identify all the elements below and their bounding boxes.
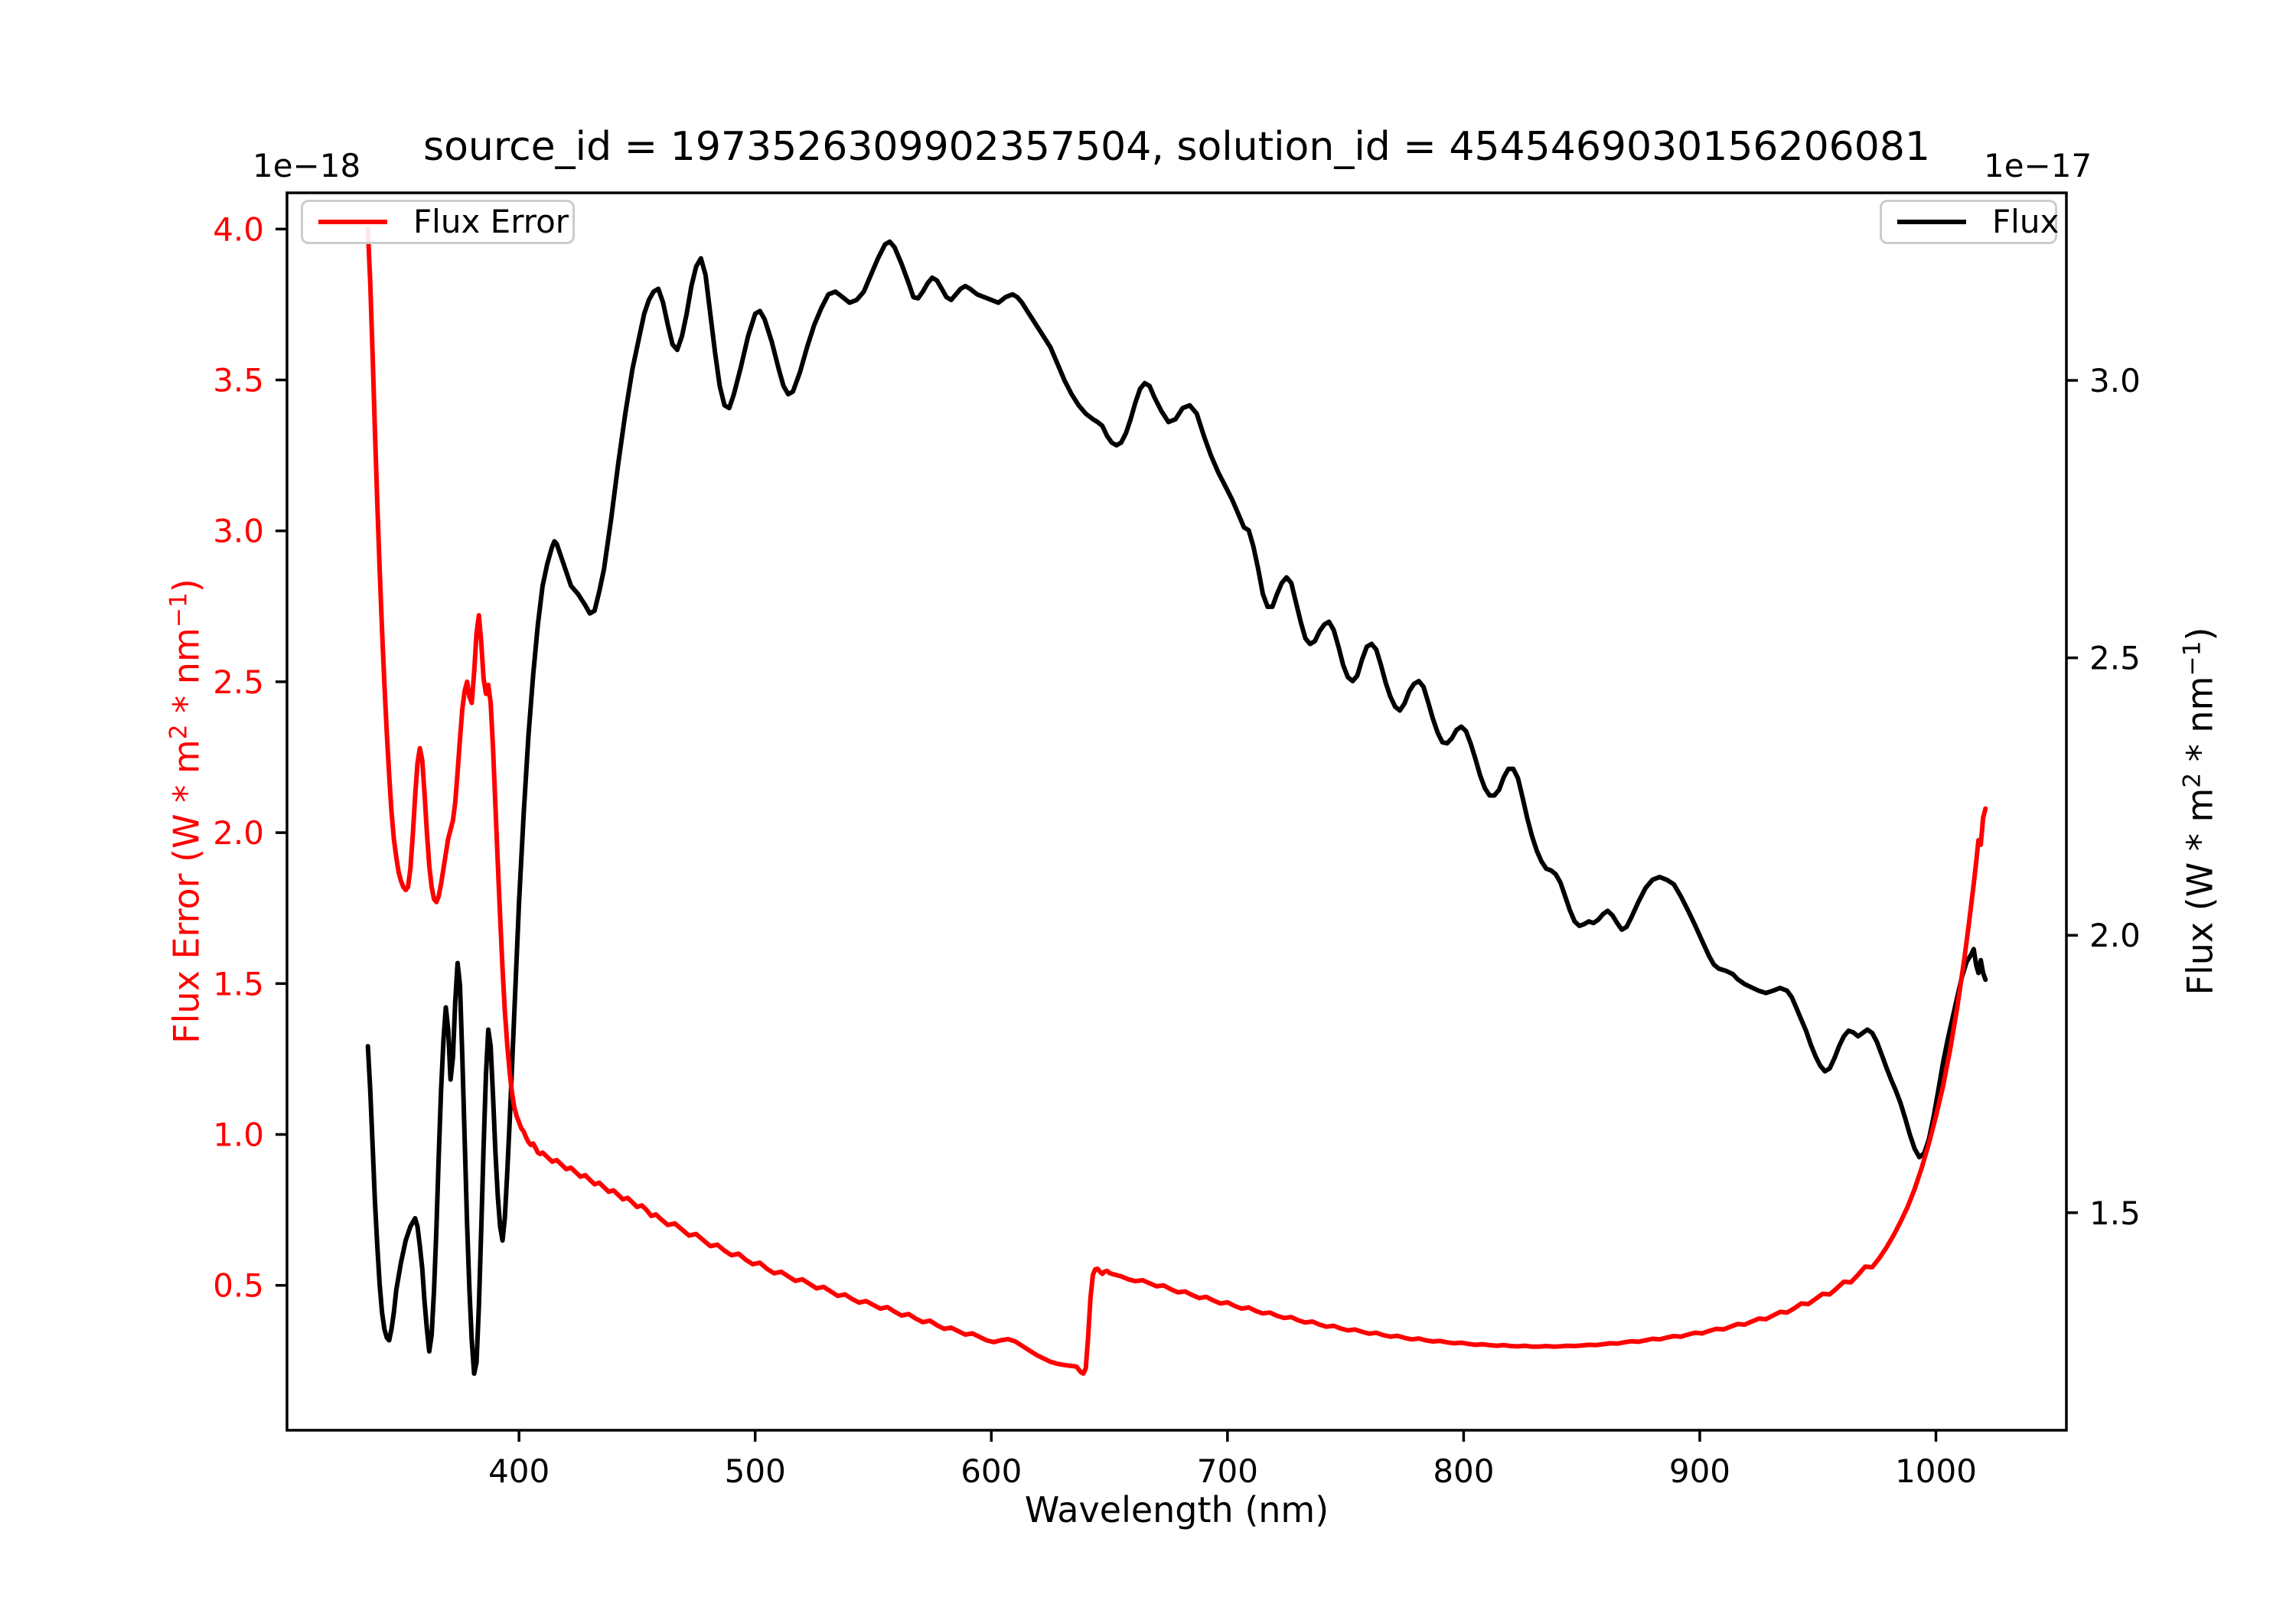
legend-flux: Flux	[1880, 200, 2060, 244]
y-axis-label-right: Flux (W * m2 * nm−1)	[2178, 627, 2220, 996]
label-superscript: 2	[165, 724, 193, 740]
chart-title: source_id = 1973526309902357504, solutio…	[422, 124, 1931, 170]
legend-flux-error: Flux Error	[301, 200, 575, 244]
label-text: Flux Error (W * m	[165, 739, 207, 1044]
x-axis-label: Wavelength (nm)	[1024, 1489, 1329, 1530]
x-tick-label: 600	[960, 1452, 1022, 1490]
y-left-tick-label: 2.5	[213, 663, 264, 701]
axes-spines	[285, 191, 2068, 1432]
y-right-tick-label: 2.5	[2089, 640, 2141, 677]
x-tick-label: 700	[1197, 1452, 1258, 1490]
y-left-tick-label: 3.5	[213, 362, 264, 399]
y-left-tick-label: 2.0	[213, 814, 264, 852]
y-axis-label-left: Flux Error (W * m2 * nm−1)	[165, 579, 207, 1044]
flux-error-line-sample	[318, 220, 387, 224]
y-left-tick-label: 1.5	[213, 965, 264, 1002]
y-right-tick-label: 1.5	[2089, 1195, 2141, 1232]
label-text: )	[165, 579, 207, 593]
x-tick-label: 800	[1433, 1452, 1494, 1490]
x-tick-label: 900	[1669, 1452, 1730, 1490]
legend-flux-label: Flux	[1992, 203, 2060, 240]
label-superscript: −1	[165, 592, 193, 628]
x-tick-label: 400	[488, 1452, 550, 1490]
y-left-tick-label: 0.5	[213, 1267, 264, 1305]
legend-flux-error-label: Flux Error	[413, 203, 569, 240]
flux-error-line	[365, 227, 1988, 1376]
label-superscript: −1	[2178, 641, 2206, 676]
label-superscript: 2	[2178, 772, 2206, 788]
label-text: )	[2179, 627, 2221, 641]
y-left-tick-label: 1.0	[213, 1116, 264, 1153]
y-left-tick-label: 4.0	[213, 210, 264, 248]
flux-line-sample	[1897, 220, 1966, 224]
x-tick-label: 1000	[1895, 1452, 1977, 1490]
y-left-tick-label: 3.0	[213, 513, 264, 550]
flux-line	[365, 239, 1988, 1376]
x-tick-label: 500	[725, 1452, 786, 1490]
y-right-tick-label: 2.0	[2089, 917, 2141, 954]
label-text: * nm	[2179, 676, 2221, 773]
y-right-tick-label: 3.0	[2089, 362, 2141, 399]
label-text: * nm	[165, 627, 207, 725]
y-left-offset-text: 1e−18	[253, 147, 361, 184]
label-text: Flux (W * m	[2179, 787, 2221, 996]
y-right-offset-text: 1e−17	[1984, 147, 2092, 184]
